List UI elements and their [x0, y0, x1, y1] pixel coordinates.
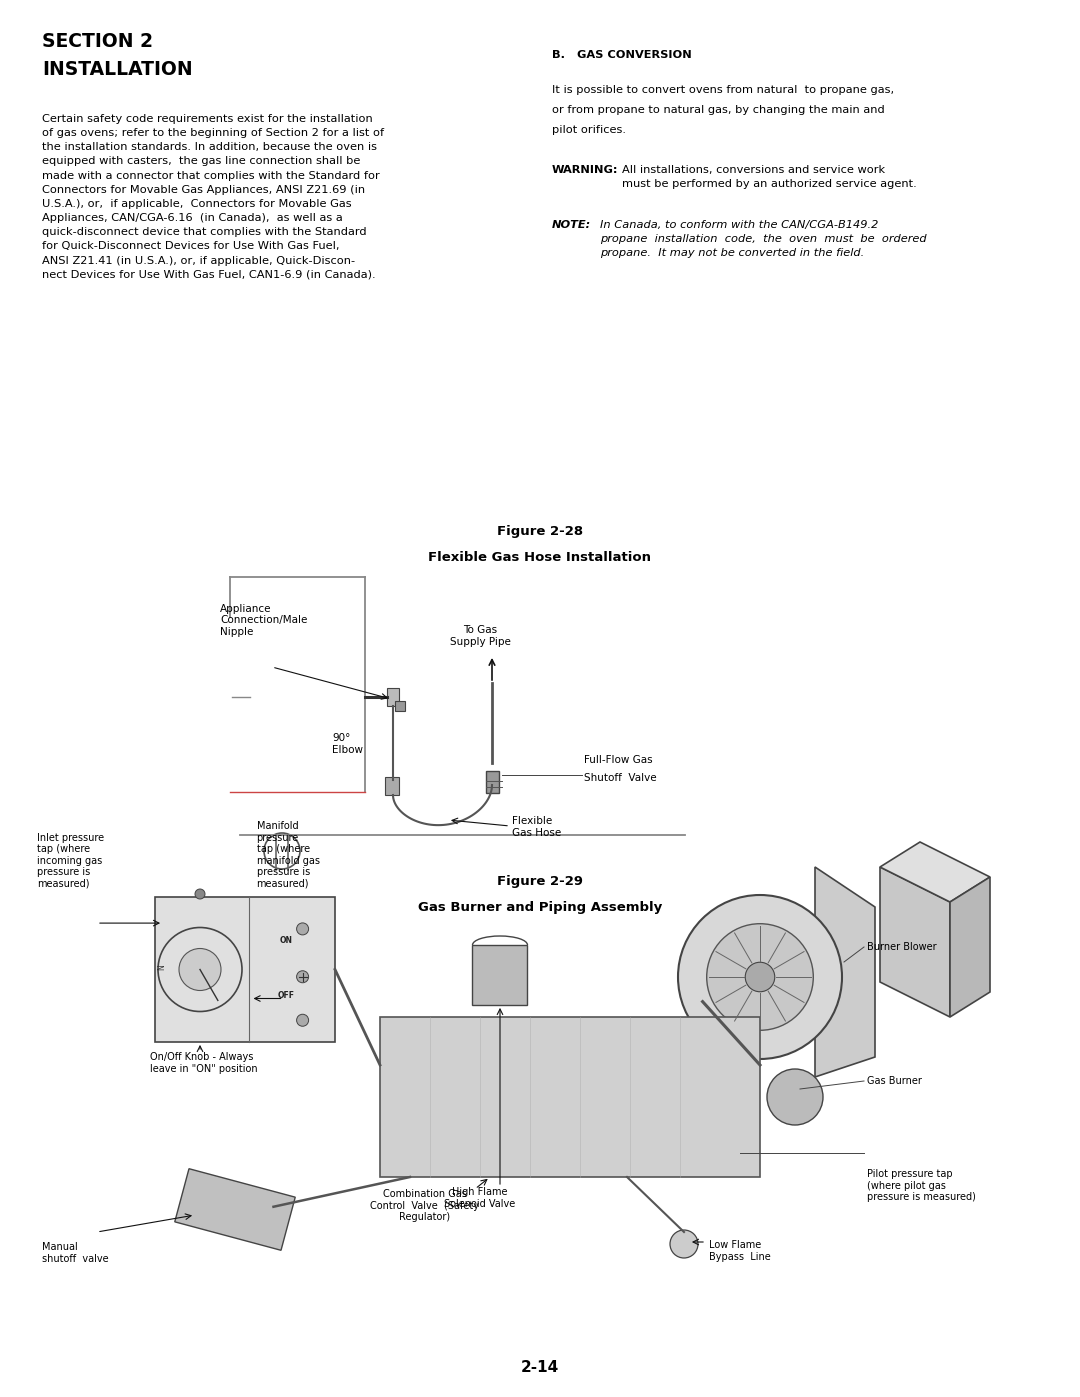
Polygon shape: [880, 842, 990, 902]
Text: Burner Blower: Burner Blower: [867, 942, 936, 951]
Text: Combination Gas
Control  Valve  (Safety
Regulator): Combination Gas Control Valve (Safety Re…: [370, 1189, 480, 1222]
Text: Low Flame
Bypass  Line: Low Flame Bypass Line: [708, 1241, 771, 1261]
Text: On/Off Knob - Always
leave in "ON" position: On/Off Knob - Always leave in "ON" posit…: [150, 1052, 258, 1074]
Text: Pilot pressure tap
(where pilot gas
pressure is measured): Pilot pressure tap (where pilot gas pres…: [867, 1169, 976, 1203]
Text: SECTION 2: SECTION 2: [42, 32, 153, 52]
Text: ON: ON: [280, 936, 293, 944]
Text: pilot orifices.: pilot orifices.: [552, 124, 626, 136]
Text: Shutoff  Valve: Shutoff Valve: [584, 773, 657, 782]
Text: Figure 2-29: Figure 2-29: [497, 875, 583, 888]
Text: In Canada, to conform with the CAN/CGA-B149.2
propane  installation  code,  the : In Canada, to conform with the CAN/CGA-B…: [600, 219, 927, 258]
Circle shape: [195, 888, 205, 900]
Text: 2-14: 2-14: [521, 1361, 559, 1375]
Text: or from propane to natural gas, by changing the main and: or from propane to natural gas, by chang…: [552, 105, 885, 115]
Circle shape: [745, 963, 774, 992]
Text: Gas Burner and Piping Assembly: Gas Burner and Piping Assembly: [418, 901, 662, 914]
Text: To Gas
Supply Pipe: To Gas Supply Pipe: [449, 624, 511, 647]
Circle shape: [297, 971, 309, 982]
Text: Full-Flow Gas: Full-Flow Gas: [584, 754, 652, 766]
Text: OFF: OFF: [278, 990, 295, 1000]
Text: Figure 2-28: Figure 2-28: [497, 525, 583, 538]
Text: Manifold
pressure
tap (where
manifold gas
pressure is
measured): Manifold pressure tap (where manifold ga…: [257, 821, 320, 888]
Text: WARNING:: WARNING:: [552, 165, 619, 175]
Text: Gas Burner: Gas Burner: [867, 1076, 922, 1085]
Bar: [156, 897, 335, 1042]
Polygon shape: [880, 868, 950, 1017]
Text: INSTALLATION: INSTALLATION: [42, 60, 192, 80]
Text: High Flame
Solenoid Valve: High Flame Solenoid Valve: [444, 1187, 515, 1208]
Polygon shape: [815, 868, 875, 1077]
Text: 90°
Elbow: 90° Elbow: [332, 733, 363, 754]
Bar: [380, 1017, 760, 1178]
Text: Flexible Gas Hose Installation: Flexible Gas Hose Installation: [429, 550, 651, 564]
Bar: [486, 771, 499, 793]
Bar: [387, 687, 399, 705]
Bar: [384, 777, 399, 795]
Circle shape: [678, 895, 842, 1059]
Circle shape: [179, 949, 221, 990]
Circle shape: [706, 923, 813, 1031]
Text: Flexible
Gas Hose: Flexible Gas Hose: [512, 816, 562, 838]
Circle shape: [297, 923, 309, 935]
Text: B.   GAS CONVERSION: B. GAS CONVERSION: [552, 50, 692, 60]
Text: Certain safety code requirements exist for the installation
of gas ovens; refer : Certain safety code requirements exist f…: [42, 115, 384, 279]
Text: N: N: [158, 964, 166, 971]
Polygon shape: [175, 1169, 295, 1250]
Bar: [395, 701, 405, 711]
Circle shape: [670, 1229, 698, 1259]
Text: It is possible to convert ovens from natural  to propane gas,: It is possible to convert ovens from nat…: [552, 85, 894, 95]
Text: Appliance
Connection/Male
Nipple: Appliance Connection/Male Nipple: [220, 604, 308, 637]
Bar: [472, 944, 527, 1004]
Text: NOTE:: NOTE:: [552, 219, 591, 231]
Polygon shape: [950, 877, 990, 1017]
Circle shape: [767, 1069, 823, 1125]
Text: All installations, conversions and service work
must be performed by an authoriz: All installations, conversions and servi…: [622, 165, 917, 189]
Circle shape: [297, 1014, 309, 1027]
Text: Manual
shutoff  valve: Manual shutoff valve: [42, 1242, 109, 1264]
Text: Inlet pressure
tap (where
incoming gas
pressure is
measured): Inlet pressure tap (where incoming gas p…: [37, 833, 104, 888]
